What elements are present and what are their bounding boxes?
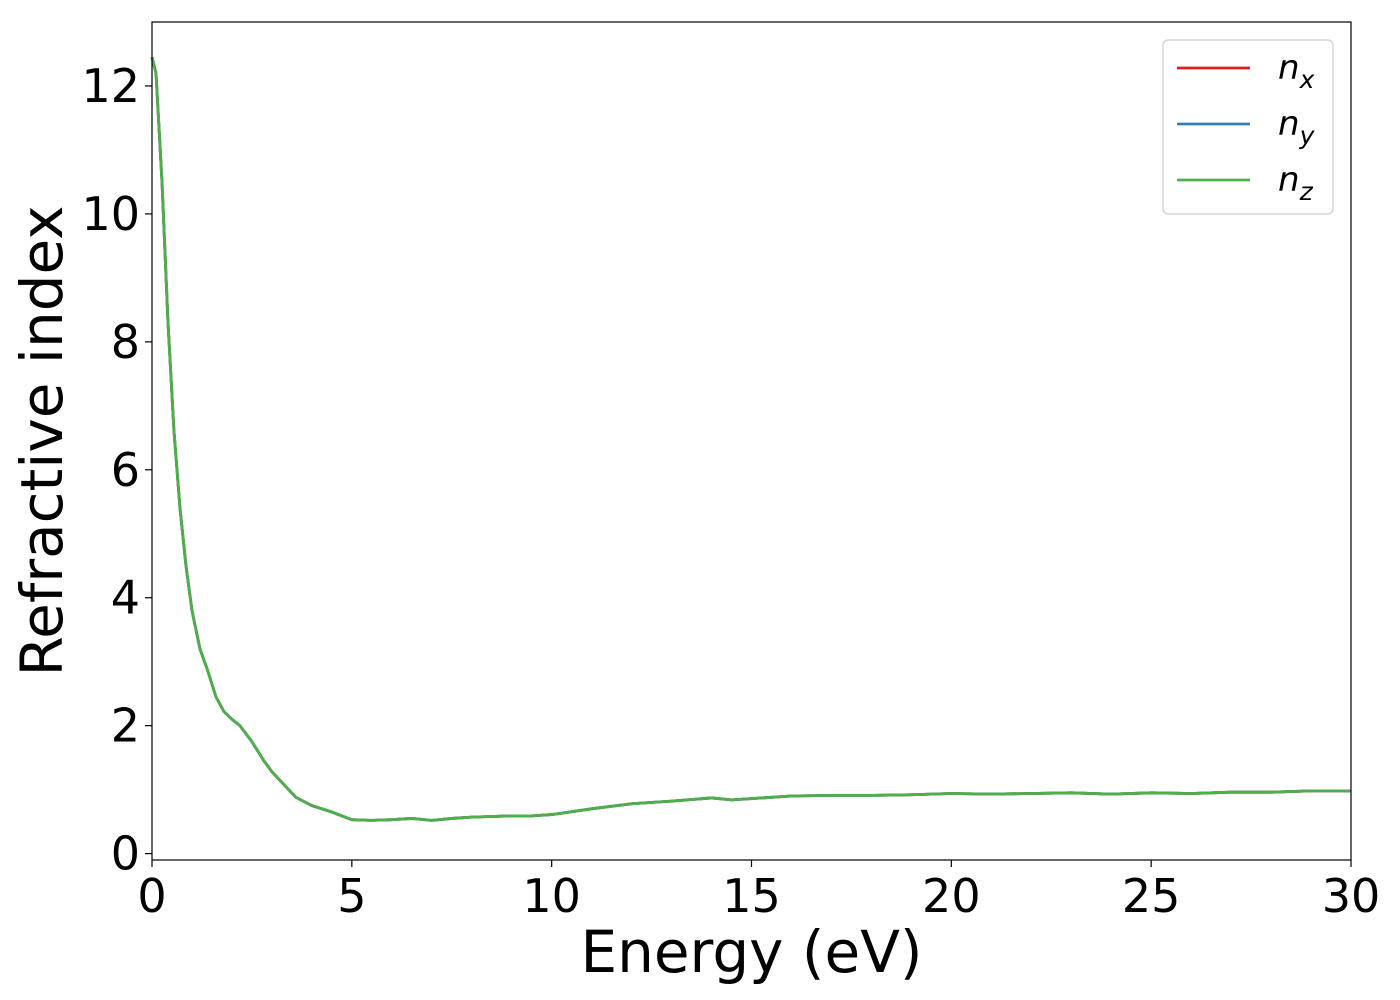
legend: nx ny nz (1162, 39, 1334, 215)
y-tick-label: 4 (111, 571, 140, 625)
legend-label-nx: nx (1278, 48, 1315, 94)
x-tick-label: 5 (337, 869, 366, 923)
y-axis-ticks: 0 2 4 6 8 10 12 (81, 59, 152, 881)
legend-box (1162, 39, 1334, 215)
series-line-nz (150, 56, 1351, 822)
y-tick-label: 12 (81, 59, 140, 113)
legend-label-ny: ny (1278, 104, 1316, 150)
y-tick-label: 6 (111, 443, 140, 497)
y-tick-label: 8 (111, 315, 140, 369)
series-layer (150, 56, 1351, 822)
y-tick-label: 2 (111, 699, 140, 753)
x-tick-label: 20 (922, 869, 981, 923)
y-axis-label: Refractive index (8, 205, 76, 676)
x-tick-label: 30 (1322, 869, 1381, 923)
y-tick-label: 10 (81, 187, 140, 241)
x-tick-label: 25 (1122, 869, 1181, 923)
x-tick-label: 0 (137, 869, 166, 923)
y-tick-label: 0 (111, 827, 140, 881)
x-axis-label: Energy (eV) (580, 918, 922, 986)
x-tick-label: 10 (522, 869, 581, 923)
x-tick-label: 15 (722, 869, 781, 923)
legend-label-nz: nz (1278, 160, 1314, 206)
x-axis-ticks: 0 5 10 15 20 25 30 (137, 860, 1380, 923)
